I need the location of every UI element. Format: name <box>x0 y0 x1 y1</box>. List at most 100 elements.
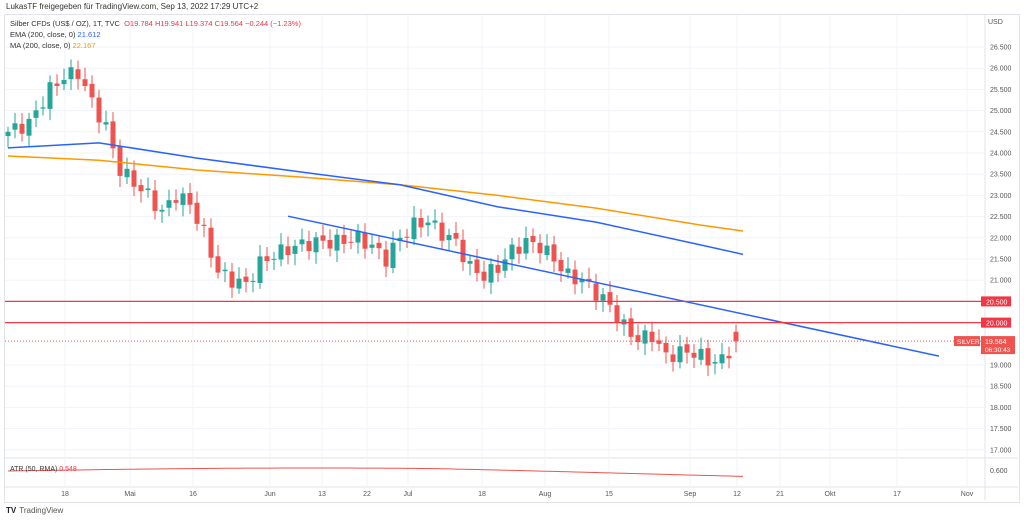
candle-body <box>628 318 634 337</box>
candle-body <box>103 122 109 125</box>
price-tick-label: 17.500 <box>990 426 1012 433</box>
candle-body <box>19 123 25 134</box>
atr-axis-label: 0.600 <box>990 468 1008 475</box>
symbol-label[interactable]: Silber CFDs (US$ / OZ), 1T, TVC <box>10 19 120 28</box>
candle-body <box>495 264 501 273</box>
change-value: −0.244 (−1.23%) <box>245 19 301 28</box>
candle-body <box>551 244 557 262</box>
price-tick-label: 21.500 <box>990 257 1012 264</box>
price-tick-label: 25.000 <box>990 108 1012 115</box>
candle-body <box>579 279 585 283</box>
candle-body <box>320 235 326 241</box>
candle-body <box>411 217 417 240</box>
price-tick-label: 22.500 <box>990 214 1012 221</box>
candle-body <box>397 237 403 242</box>
time-tick-label: 21 <box>776 491 784 498</box>
time-tick-label: Mai <box>124 491 136 498</box>
last-price-label: 19.564 <box>985 339 1007 346</box>
time-tick-label: 22 <box>363 491 371 498</box>
brand: TV TradingView <box>6 506 63 515</box>
level-tag-label: 20.500 <box>986 299 1008 306</box>
candle-body <box>544 245 550 256</box>
chart-frame[interactable] <box>4 14 1020 503</box>
time-tick-label: 18 <box>478 491 486 498</box>
price-tick-label: 26.500 <box>990 45 1012 52</box>
candle-body <box>376 242 382 249</box>
candle-body <box>600 294 606 301</box>
price-tick-label: 25.500 <box>990 87 1012 94</box>
candle-body <box>670 354 676 362</box>
candle-body <box>229 271 235 288</box>
candle-body <box>719 354 725 364</box>
candle-body <box>152 190 158 211</box>
candle-body <box>61 79 67 85</box>
price-tick-label: 23.000 <box>990 193 1012 200</box>
candle-body <box>75 69 81 79</box>
time-tick-label: 16 <box>189 491 197 498</box>
currency-label: USD <box>988 19 1003 26</box>
time-tick-label: 13 <box>318 491 326 498</box>
candle-body <box>523 238 529 254</box>
price-tick-label: 24.000 <box>990 151 1012 158</box>
candle-body <box>208 227 214 258</box>
level-tag <box>981 296 1011 307</box>
brand-name: TradingView <box>19 506 64 515</box>
candle-body <box>236 278 242 289</box>
candle-body <box>180 193 186 205</box>
candle-body <box>516 246 522 254</box>
candle-body <box>530 235 536 242</box>
candle-body <box>173 200 179 203</box>
candle-body <box>117 146 123 176</box>
candle-body <box>257 256 263 284</box>
candle-body <box>642 330 648 344</box>
candle-body <box>264 256 270 262</box>
candle-body <box>12 123 18 130</box>
candle-body <box>488 264 494 283</box>
candle-body <box>159 209 165 212</box>
ma-value: 22.167 <box>72 41 96 50</box>
level-tag-label: 20.000 <box>986 321 1008 328</box>
candle-body <box>145 188 151 191</box>
candle-body <box>425 222 431 226</box>
price-tick-label: 26.000 <box>990 66 1012 73</box>
candle-body <box>635 335 641 343</box>
open-value: O19.784 <box>124 19 153 28</box>
candle-body <box>537 242 543 254</box>
candle-body <box>243 276 249 282</box>
tradingview-logo-icon: TV <box>6 506 17 515</box>
candle-body <box>677 346 683 363</box>
atr-value: 0.548 <box>59 466 77 473</box>
candle-body <box>649 331 655 343</box>
candle-body <box>292 245 298 254</box>
ema-label[interactable]: EMA (200, close, 0) <box>10 30 76 39</box>
candle-body <box>614 305 620 323</box>
candle-body <box>82 79 88 87</box>
legend: Silber CFDs (US$ / OZ), 1T, TVC O19.784 … <box>10 18 301 51</box>
candle-body <box>89 83 95 98</box>
price-tick-label: 22.000 <box>990 235 1012 242</box>
price-tick-label: 18.000 <box>990 405 1012 412</box>
candle-body <box>124 168 130 178</box>
candle-body <box>271 258 277 260</box>
candle-body <box>131 170 137 187</box>
candle-body <box>341 234 347 244</box>
candle-body <box>572 269 578 285</box>
candle-body <box>502 259 508 271</box>
candle-body <box>26 118 32 136</box>
candle-body <box>201 224 207 226</box>
candle-body <box>432 220 438 223</box>
price-tick-label: 18.500 <box>990 384 1012 391</box>
time-tick-label: Aug <box>539 491 552 498</box>
candle-body <box>383 249 389 267</box>
atr-label[interactable]: ATR (50, RMA) <box>10 466 58 473</box>
candle-body <box>5 131 11 137</box>
ema-line <box>7 142 744 256</box>
ma-label[interactable]: MA (200, close, 0) <box>10 41 71 50</box>
time-tick-label: Jun <box>264 491 275 498</box>
candle-body <box>460 239 466 263</box>
candle-body <box>334 234 340 251</box>
time-tick-label: 17 <box>893 491 901 498</box>
candle-body <box>110 121 116 149</box>
candle-body <box>726 355 732 359</box>
